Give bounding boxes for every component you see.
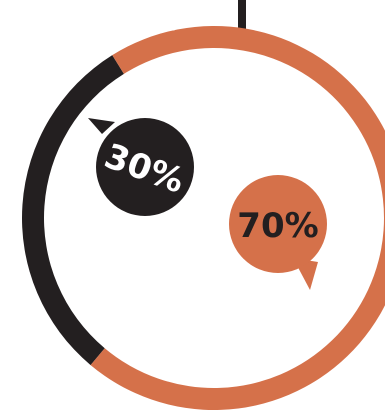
callout-full-time: 30% [88, 118, 194, 216]
data-label-part-time: 70% [237, 206, 318, 246]
slice-full-time-students [21, 55, 124, 366]
connector-line [238, 0, 246, 42]
slice-part-time-students [90, 26, 385, 410]
callout-part-time: 70% [229, 175, 327, 290]
